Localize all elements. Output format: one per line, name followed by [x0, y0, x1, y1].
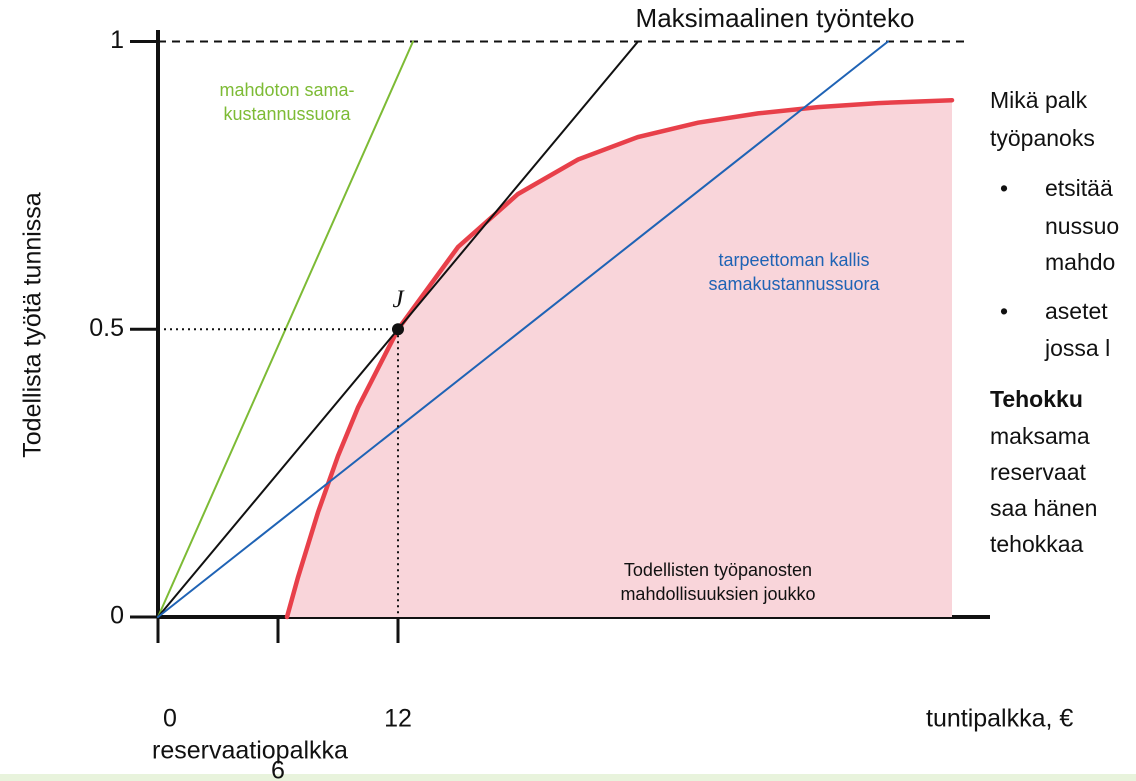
series-line — [284, 97, 955, 620]
y-tick-label: 0 — [110, 602, 124, 630]
side-text: työpanoks — [990, 125, 1095, 151]
series-annotation: tarpeettoman kallis — [718, 250, 869, 270]
feasible-area — [287, 100, 952, 617]
series-annotation: mahdoton sama- — [219, 80, 354, 100]
series-annotation: kustannussuora — [223, 104, 351, 124]
side-text: reservaat — [990, 459, 1086, 485]
x-axis-label: tuntipalkka, € — [926, 705, 1073, 733]
side-text: saa hänen — [990, 495, 1097, 521]
bullet: • — [1000, 298, 1008, 324]
side-text: maksama — [990, 423, 1090, 449]
reservation-wage-label: reservaatiopalkka — [152, 737, 348, 765]
series-annotation: Todellisten työpanosten — [624, 560, 812, 580]
side-text: jossa l — [1044, 335, 1110, 361]
x-tick-label: 12 — [384, 705, 412, 733]
y-axis-label: Todellista työtä tunnissa — [19, 192, 47, 458]
bullet: • — [1000, 175, 1008, 201]
series-annotation: samakustannussuora — [708, 274, 880, 294]
side-text: Mikä palk — [990, 87, 1088, 113]
side-text-bold: Tehokku — [990, 386, 1083, 412]
side-text: nussuo — [1045, 213, 1119, 239]
side-text: asetet — [1045, 298, 1108, 324]
side-text: etsitää — [1045, 175, 1113, 201]
side-text: tehokkaa — [990, 531, 1084, 557]
x-tick-label: 0 — [163, 705, 177, 733]
series-annotation: mahdollisuuksien joukko — [620, 584, 815, 604]
y-tick-label: 1 — [110, 26, 124, 54]
point-j — [392, 323, 404, 336]
x-tick-label: 6 — [271, 757, 285, 781]
y-tick-label: 0.5 — [89, 314, 124, 342]
max-effort-label: Maksimaalinen työnteko — [636, 3, 915, 33]
bottom-strip — [0, 774, 1136, 781]
series-line — [157, 40, 889, 618]
point-label: J — [392, 286, 405, 313]
side-text: mahdo — [1045, 249, 1115, 275]
